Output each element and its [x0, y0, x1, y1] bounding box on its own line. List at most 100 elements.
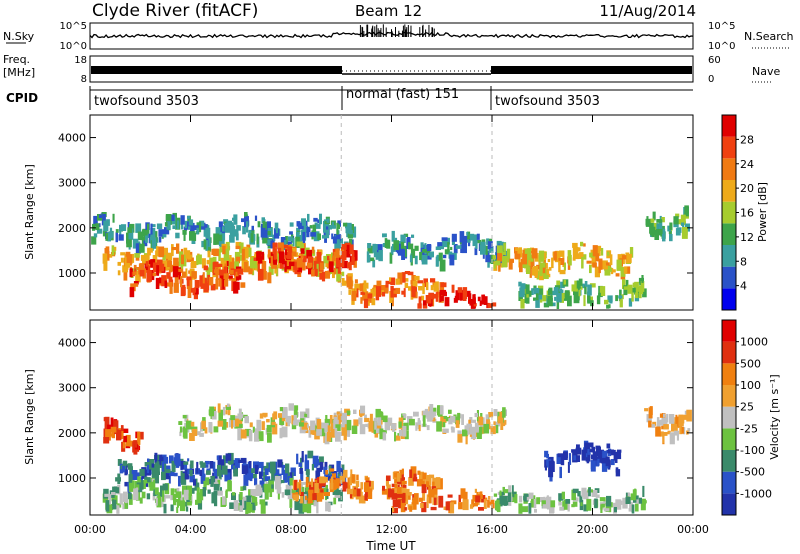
heatmap-cell [222, 455, 226, 467]
heatmap-cell [194, 280, 200, 289]
heatmap-cell [504, 419, 507, 425]
heatmap-cell [655, 426, 661, 437]
heatmap-cell [385, 280, 392, 285]
heatmap-cell [395, 435, 401, 441]
heatmap-cell [346, 419, 352, 431]
colorbar-tick-label: 16 [740, 207, 754, 220]
heatmap-cell [468, 293, 472, 304]
heatmap-cell [547, 504, 550, 510]
heatmap-cell [242, 499, 245, 509]
heatmap-cell [176, 243, 180, 254]
heatmap-cell [251, 268, 255, 276]
heatmap-cell [407, 271, 414, 276]
heatmap-cell [300, 471, 304, 481]
colorbar-tick-label: 100 [740, 379, 761, 392]
heatmap-cell [338, 260, 341, 265]
heatmap-cell [556, 453, 563, 464]
heatmap-cell [126, 232, 131, 244]
heatmap-cell [301, 422, 308, 430]
nave-tick-top: 60 [708, 55, 721, 66]
heatmap-cell [614, 507, 617, 513]
heatmap-cell [481, 495, 486, 503]
heatmap-cell [654, 229, 659, 240]
heatmap-cell [239, 423, 243, 429]
heatmap-cell [443, 416, 447, 423]
heatmap-cell [384, 238, 388, 248]
heatmap-cell [320, 489, 324, 493]
heatmap-cell [240, 486, 244, 491]
heatmap-cell [458, 502, 463, 510]
heatmap-cell [237, 268, 244, 275]
heatmap-cell [584, 285, 587, 295]
heatmap-cell [534, 270, 538, 278]
heatmap-cell [420, 242, 424, 248]
heatmap-cell [289, 472, 293, 484]
heatmap-cell [436, 421, 442, 432]
heatmap-cell [142, 228, 148, 234]
heatmap-cell [373, 247, 377, 258]
heatmap-cell [213, 490, 219, 496]
heatmap-cell [316, 252, 322, 264]
heatmap-cell [520, 258, 526, 264]
heatmap-cell [589, 283, 596, 288]
heatmap-cell [409, 506, 413, 512]
heatmap-cell [347, 425, 351, 437]
heatmap-cell [324, 418, 331, 427]
heatmap-cell [126, 254, 133, 263]
heatmap-cell [673, 430, 680, 436]
heatmap-cell [256, 419, 262, 431]
heatmap-cell [662, 432, 668, 436]
heatmap-cell [235, 256, 240, 264]
heatmap-cell [316, 502, 319, 514]
heatmap-cell [359, 283, 365, 292]
heatmap-cell [142, 259, 145, 264]
heatmap-cell [486, 250, 490, 257]
heatmap-cell [196, 227, 199, 235]
velocity-heatmap-cells [102, 403, 692, 514]
heatmap-cell [306, 230, 310, 238]
heatmap-cell [402, 413, 407, 419]
heatmap-cell [426, 498, 429, 508]
heatmap-cell [621, 294, 624, 300]
heatmap-cell [319, 456, 324, 463]
heatmap-cell [412, 477, 418, 482]
heatmap-cell [591, 490, 598, 497]
x-tick-label: 04:00 [175, 523, 207, 536]
heatmap-cell [346, 222, 352, 233]
heatmap-cell [271, 421, 276, 426]
heatmap-cell [429, 252, 433, 258]
heatmap-cell [275, 229, 278, 234]
heatmap-cell [141, 491, 146, 499]
heatmap-cell [180, 260, 183, 270]
heatmap-cell [310, 420, 316, 431]
heatmap-cell [296, 453, 299, 465]
colorbar-swatch [722, 320, 736, 342]
heatmap-cell [561, 491, 565, 500]
heatmap-cell [151, 471, 154, 483]
heatmap-cell [101, 214, 106, 226]
heatmap-cell [299, 468, 303, 474]
heatmap-cell [508, 485, 511, 493]
heatmap-cell [257, 269, 264, 281]
heatmap-cell [265, 491, 269, 500]
heatmap-cell [403, 233, 409, 237]
heatmap-cell [233, 500, 239, 511]
heatmap-cell [408, 477, 414, 486]
heatmap-cell [579, 495, 583, 503]
x-tick-label: 12:00 [376, 523, 408, 536]
heatmap-cell [123, 428, 129, 433]
heatmap-cell [351, 291, 357, 301]
heatmap-cell [165, 215, 171, 222]
heatmap-cell [306, 501, 312, 514]
heatmap-cell [185, 268, 188, 277]
heatmap-cell [342, 481, 347, 492]
heatmap-cell [617, 254, 622, 262]
heatmap-cell [123, 435, 127, 443]
heatmap-cell [298, 222, 302, 228]
colorbar-tick-label: 8 [740, 255, 747, 268]
heatmap-cell [232, 278, 237, 282]
heatmap-cell [235, 266, 242, 270]
heatmap-cell [170, 504, 174, 512]
heatmap-cell [132, 270, 137, 275]
heatmap-cell [406, 494, 411, 500]
